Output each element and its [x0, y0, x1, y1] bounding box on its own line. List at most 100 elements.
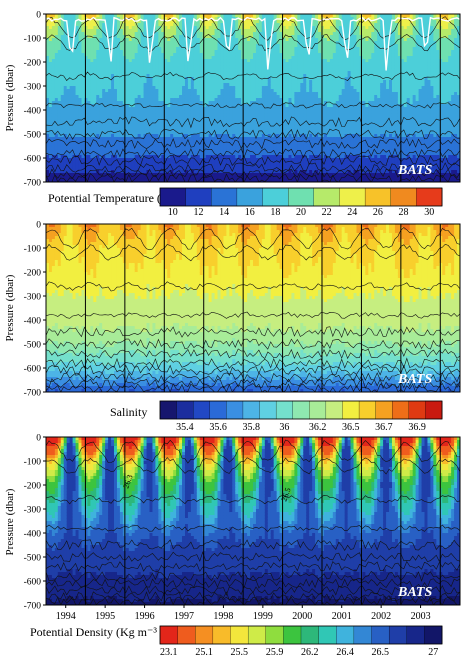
temperature-field-cell	[125, 41, 130, 45]
temperature-field-cell	[87, 152, 91, 156]
temperature-field-cell	[152, 137, 157, 141]
temperature-field-cell	[48, 32, 53, 36]
temperature-field-cell	[75, 116, 80, 120]
temperature-field-cell	[220, 167, 225, 171]
temperature-field-cell	[46, 56, 50, 60]
temperature-field-cell	[297, 71, 301, 75]
temperature-field-cell	[63, 83, 68, 87]
temperature-field-cell	[149, 98, 154, 102]
temperature-field-cell	[250, 152, 254, 156]
temperature-field-cell	[285, 173, 290, 177]
temperature-field-cell	[152, 95, 157, 99]
temperature-field-cell	[140, 35, 145, 39]
temperature-field-cell	[78, 146, 83, 150]
temperature-field-cell	[285, 164, 290, 168]
temperature-field-cell	[81, 62, 86, 66]
temperature-field-cell	[161, 167, 165, 171]
temperature-field-cell	[46, 110, 50, 114]
temperature-field-cell	[273, 95, 278, 99]
temperature-field-cell	[51, 32, 56, 36]
temperature-field-cell	[87, 83, 91, 87]
temperature-field-cell	[250, 35, 254, 39]
temperature-field-cell	[247, 119, 251, 123]
temperature-field-cell	[300, 50, 304, 54]
temperature-field-cell	[217, 131, 222, 135]
temperature-field-cell	[208, 164, 213, 168]
temperature-field-cell	[179, 80, 183, 84]
temperature-field-cell	[57, 116, 62, 120]
temperature-field-cell	[235, 107, 239, 111]
temperature-field-cell	[276, 110, 281, 114]
temperature-field-cell	[199, 170, 204, 174]
temperature-field-cell	[152, 110, 157, 114]
temperature-field-cell	[93, 98, 97, 102]
temperature-field-cell	[105, 50, 109, 54]
temperature-field-cell	[282, 113, 287, 117]
temperature-field-cell	[143, 50, 148, 54]
temperature-field-cell	[179, 77, 183, 81]
temperature-field-cell	[229, 143, 233, 147]
temperature-field-cell	[96, 179, 100, 182]
temperature-field-cell	[116, 80, 121, 84]
temperature-field-cell	[294, 155, 298, 159]
temperature-field-cell	[152, 116, 157, 120]
temperature-field-cell	[140, 161, 145, 165]
temperature-field-cell	[69, 35, 74, 39]
temperature-field-cell	[182, 74, 186, 78]
temperature-field-cell	[99, 110, 103, 114]
temperature-field-cell	[202, 101, 207, 105]
temperature-field-cell	[220, 92, 225, 96]
temperature-field-cell	[108, 23, 112, 27]
temperature-field-cell	[72, 107, 77, 111]
temperature-field-cell	[182, 125, 186, 129]
temperature-field-cell	[285, 32, 290, 36]
temperature-field-cell	[69, 14, 74, 18]
temperature-field-cell	[235, 77, 239, 81]
temperature-field-cell	[173, 32, 177, 36]
temperature-field-cell	[176, 137, 180, 141]
temperature-field-cell	[247, 173, 251, 177]
temperature-field-cell	[99, 164, 103, 168]
temperature-field-cell	[300, 164, 304, 168]
temperature-field-cell	[288, 62, 293, 66]
temperature-field-cell	[223, 101, 227, 105]
temperature-field-cell	[81, 89, 86, 93]
temperature-field-cell	[205, 83, 210, 87]
temperature-field-cell	[54, 50, 59, 54]
temperature-field-cell	[217, 47, 222, 51]
temperature-field-cell	[208, 53, 213, 57]
temperature-field-cell	[264, 26, 269, 30]
temperature-field-cell	[46, 86, 50, 90]
temperature-field-cell	[220, 89, 225, 93]
temperature-field-cell	[161, 119, 165, 123]
temperature-field-cell	[261, 98, 266, 102]
temperature-field-cell	[282, 92, 287, 96]
temperature-field-cell	[99, 86, 103, 90]
temperature-field-cell	[72, 83, 77, 87]
temperature-field-cell	[235, 170, 239, 174]
temperature-field-cell	[182, 113, 186, 117]
temperature-field-cell	[66, 20, 71, 24]
temperature-field-cell	[131, 92, 136, 96]
temperature-field-cell	[294, 101, 298, 105]
temperature-field-cell	[152, 83, 157, 87]
temperature-field-cell	[288, 89, 293, 93]
temperature-field-cell	[208, 77, 213, 81]
temperature-field-cell	[161, 95, 165, 99]
temperature-field-cell	[170, 164, 174, 168]
temperature-field-cell	[285, 98, 290, 102]
temperature-field-cell	[232, 83, 236, 87]
temperature-field-cell	[146, 179, 151, 182]
temperature-field-cell	[170, 122, 174, 126]
temperature-field-cell	[193, 146, 198, 150]
temperature-field-cell	[253, 20, 257, 24]
temperature-field-cell	[81, 116, 86, 120]
temperature-field-cell	[276, 158, 281, 162]
temperature-field-cell	[143, 59, 148, 63]
temperature-field-cell	[182, 152, 186, 156]
temperature-field-cell	[176, 179, 180, 182]
temperature-field-cell	[187, 131, 192, 135]
temperature-field-cell	[167, 32, 171, 36]
temperature-field-cell	[267, 95, 272, 99]
temperature-field-cell	[75, 56, 80, 60]
